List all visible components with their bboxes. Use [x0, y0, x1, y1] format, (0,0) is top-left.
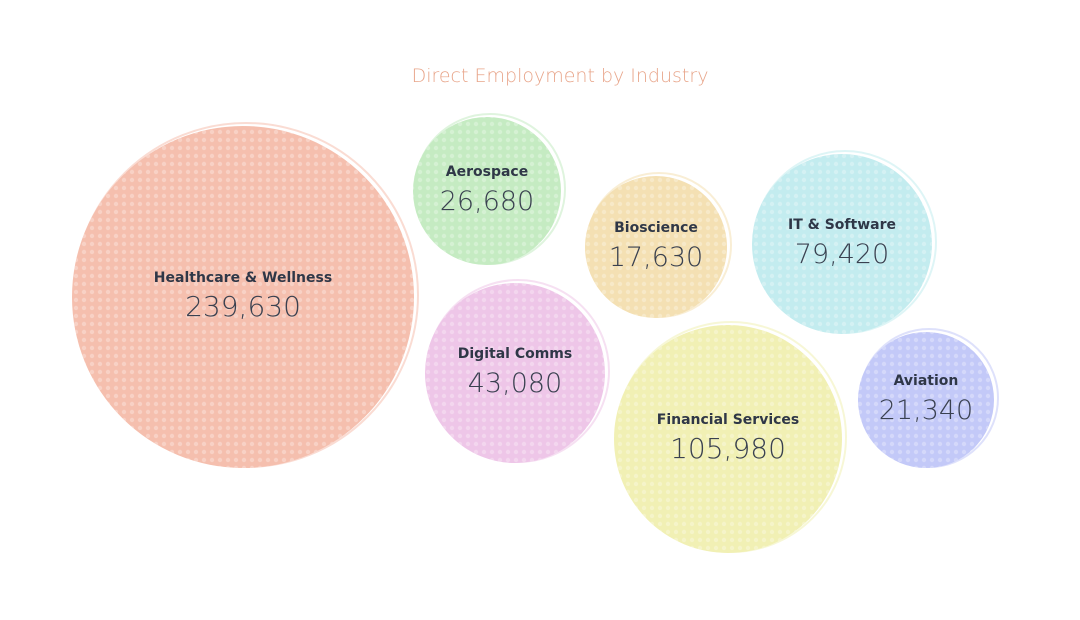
bubble-value: 17,630: [609, 242, 703, 273]
bubble-value: 79,420: [795, 239, 889, 270]
bubble-bioscience: Bioscience 17,630: [585, 172, 732, 318]
bubble-value: 105,980: [670, 432, 786, 465]
bubble-texture: [413, 117, 561, 265]
bubble-financial-services: Financial Services 105,980: [614, 321, 847, 553]
bubble-texture: [614, 325, 842, 553]
bubble-label: Bioscience: [614, 220, 698, 236]
bubble-aerospace: Aerospace 26,680: [413, 113, 566, 265]
bubble-label: Aerospace: [446, 164, 528, 180]
bubble-value: 43,080: [468, 368, 562, 399]
bubble-it-and-software: IT & Software 79,420: [752, 150, 937, 334]
bubbles-group: Healthcare & Wellness 239,630 Aerospace 26,…: [72, 113, 999, 553]
bubble-aviation: Aviation 21,340: [858, 328, 999, 468]
bubble-label: Healthcare & Wellness: [154, 270, 332, 286]
bubble-texture: [425, 283, 605, 463]
bubble-value: 26,680: [440, 186, 534, 217]
bubble-texture: [585, 176, 727, 318]
bubble-texture: [72, 126, 414, 468]
bubble-value: 239,630: [185, 290, 301, 323]
bubble-healthcare-and-wellness: Healthcare & Wellness 239,630: [72, 122, 419, 468]
bubble-label: Digital Comms: [458, 346, 572, 362]
chart-title: Direct Employment by Industry: [412, 65, 709, 87]
bubble-value: 21,340: [879, 395, 973, 426]
bubble-label: IT & Software: [788, 217, 896, 233]
bubble-texture: [752, 154, 932, 334]
bubble-label: Aviation: [894, 373, 959, 389]
bubble-digital-comms: Digital Comms 43,080: [425, 279, 610, 463]
bubble-texture: [858, 332, 994, 468]
bubble-label: Financial Services: [657, 412, 800, 428]
